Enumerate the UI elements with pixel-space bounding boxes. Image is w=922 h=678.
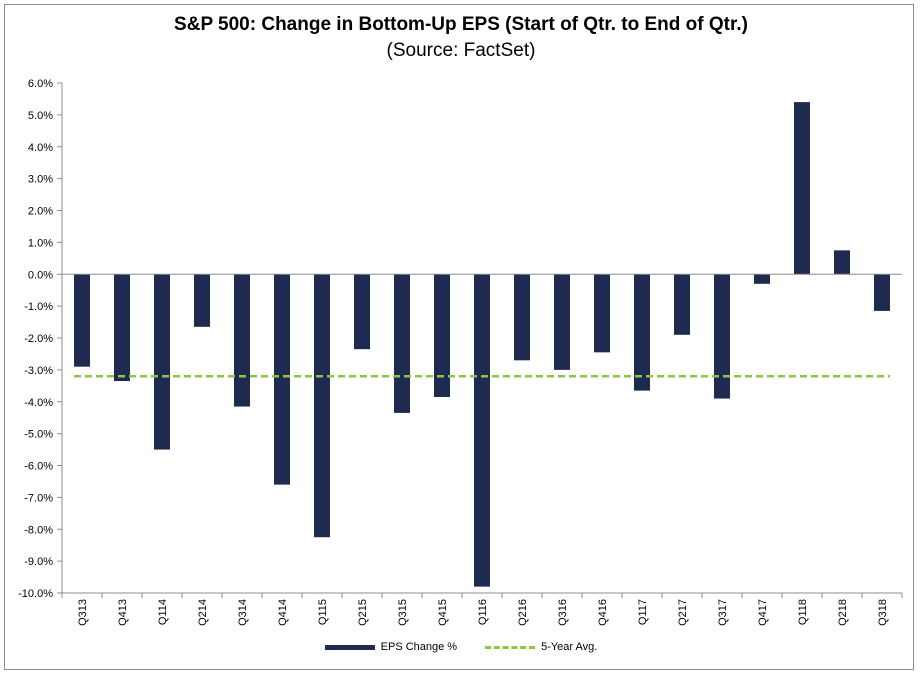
y-tick-label: -8.0% [24, 524, 53, 536]
x-tick-label: Q217 [677, 599, 689, 626]
x-tick-label: Q317 [717, 599, 729, 626]
y-tick-label: -3.0% [24, 365, 53, 377]
x-tick-label: Q413 [117, 599, 129, 626]
bar [834, 250, 850, 275]
legend-swatch-eps [324, 644, 375, 650]
bar [114, 274, 130, 382]
bar [314, 274, 330, 538]
x-tick-label: Q314 [237, 599, 249, 626]
x-tick-label: Q218 [837, 599, 849, 626]
x-tick-label: Q415 [437, 599, 449, 626]
y-tick-label: -7.0% [24, 492, 53, 504]
y-tick-label: -6.0% [24, 461, 53, 473]
chart-title: S&P 500: Change in Bottom-Up EPS (Start … [174, 14, 748, 35]
bar [74, 274, 90, 367]
x-tick-label: Q118 [797, 599, 809, 625]
x-tick-label: Q116 [477, 599, 489, 625]
y-tick-label: 5.0% [28, 110, 53, 122]
legend-label-avg: 5-Year Avg. [541, 641, 598, 653]
bar [514, 274, 530, 361]
x-tick-label: Q115 [317, 599, 329, 625]
y-tick-label: 6.0% [28, 78, 53, 90]
x-tick-label: Q215 [357, 599, 369, 626]
x-tick-label: Q414 [277, 599, 289, 626]
x-tick-label: Q316 [557, 599, 569, 626]
x-tick-label: Q117 [637, 599, 649, 625]
y-tick-label: -9.0% [24, 556, 53, 568]
y-tick-label: 2.0% [28, 206, 53, 218]
bar [474, 274, 490, 587]
bar [154, 274, 170, 450]
bar [434, 274, 450, 397]
y-tick-label: 0.0% [28, 269, 53, 281]
bar [674, 274, 690, 335]
legend-item-eps: EPS Change % [324, 641, 458, 653]
x-tick-label: Q416 [597, 599, 609, 626]
bar [634, 274, 650, 391]
bar [794, 102, 810, 275]
legend-item-avg: 5-Year Avg. [485, 641, 597, 653]
legend-label-eps: EPS Change % [380, 641, 458, 653]
x-tick-label: Q313 [77, 599, 89, 626]
y-tick-label: -2.0% [24, 333, 53, 345]
legend-swatch-avg [485, 645, 536, 649]
x-tick-label: Q315 [397, 599, 409, 626]
y-tick-label: -5.0% [24, 429, 53, 441]
y-tick-label: 3.0% [28, 174, 53, 186]
bar [234, 274, 250, 407]
bar [594, 274, 610, 353]
bar [554, 274, 570, 370]
x-axis: Q313 Q413 Q114 Q214 Q314 Q414 Q115 Q215 Q315 Q415… [61, 273, 903, 626]
bar [194, 274, 210, 327]
bar [354, 274, 370, 350]
y-tick-label: 4.0% [28, 142, 53, 154]
legend: EPS Change % 5-Year Avg. [0, 641, 922, 653]
bar [874, 274, 890, 311]
bars [74, 102, 890, 587]
y-tick-label: -10.0% [18, 588, 53, 600]
bar [274, 274, 290, 485]
y-tick-label: -1.0% [24, 301, 53, 313]
y-tick-label: 1.0% [28, 237, 53, 249]
x-tick-label: Q216 [517, 599, 529, 626]
y-axis: 6.0% 5.0% 4.0% 3.0% 2.0% 1.0% 0.0% -1.0% -2.0% -3… [18, 78, 63, 600]
x-tick-label: Q417 [757, 599, 769, 626]
bar [714, 274, 730, 399]
x-tick-label: Q318 [877, 599, 889, 626]
y-tick-label: -4.0% [24, 397, 53, 409]
x-tick-label: Q214 [197, 599, 209, 626]
x-tick-label: Q114 [157, 599, 169, 625]
bar [394, 274, 410, 413]
bar [754, 274, 770, 284]
chart-subtitle: (Source: FactSet) [386, 40, 536, 61]
